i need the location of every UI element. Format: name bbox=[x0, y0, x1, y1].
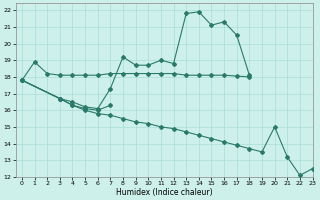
X-axis label: Humidex (Indice chaleur): Humidex (Indice chaleur) bbox=[116, 188, 212, 197]
